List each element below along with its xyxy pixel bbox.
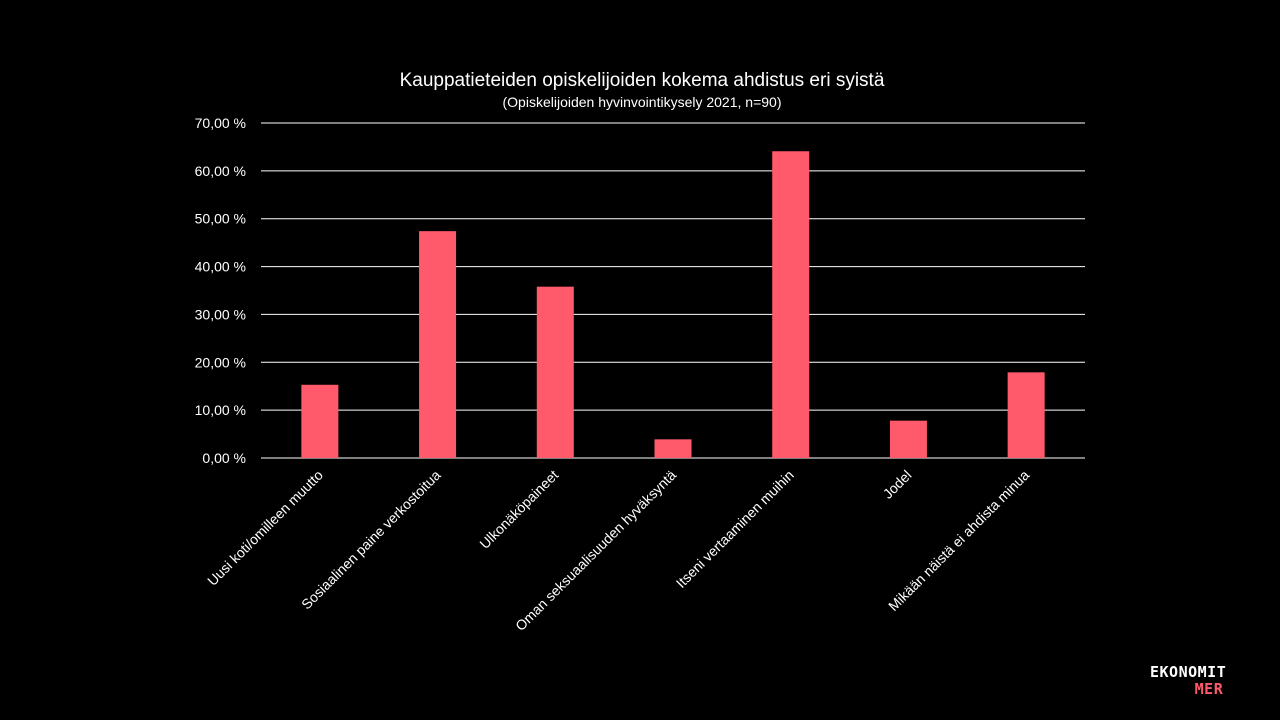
bar	[889, 420, 927, 458]
x-category-label: Itseni vertaaminen muihin	[673, 467, 797, 591]
x-category-label: Jodel	[880, 467, 915, 502]
y-tick-label: 0,00 %	[202, 450, 246, 466]
logo-line-2: MER	[1194, 680, 1224, 698]
bar	[772, 151, 810, 458]
y-tick-label: 30,00 %	[195, 306, 246, 322]
x-category-label: Sosiaalinen paine verkostoitua	[298, 467, 444, 613]
y-tick-label: 20,00 %	[195, 354, 246, 370]
bars	[301, 151, 1045, 458]
bar	[654, 439, 692, 458]
bar	[301, 384, 339, 458]
gridlines	[261, 122, 1085, 459]
ekonomit-mer-logo: EKONOMIT MER	[1150, 664, 1226, 698]
x-category-label: Uusi koti/omilleen muutto	[204, 467, 326, 589]
logo-line-1: EKONOMIT	[1150, 663, 1227, 681]
y-tick-label: 10,00 %	[195, 402, 246, 418]
x-category-label: Ulkonäköpaineet	[476, 467, 561, 552]
bar	[1007, 372, 1045, 458]
y-tick-label: 60,00 %	[195, 163, 246, 179]
y-tick-label: 40,00 %	[195, 259, 246, 275]
chart-title: Kauppatieteiden opiskelijoiden kokema ah…	[400, 70, 885, 91]
y-axis-ticks: 0,00 % 10,00 % 20,00 % 30,00 % 40,00 % 50,00 …	[195, 115, 246, 466]
y-tick-label: 50,00 %	[195, 211, 246, 227]
bar	[536, 286, 574, 458]
y-tick-label: 70,00 %	[195, 115, 246, 131]
chart-subtitle: (Opiskelijoiden hyvinvointikysely 2021, …	[503, 94, 782, 110]
bar	[419, 231, 457, 458]
x-category-label: Mikään näistä ei ahdista minua	[885, 467, 1032, 614]
